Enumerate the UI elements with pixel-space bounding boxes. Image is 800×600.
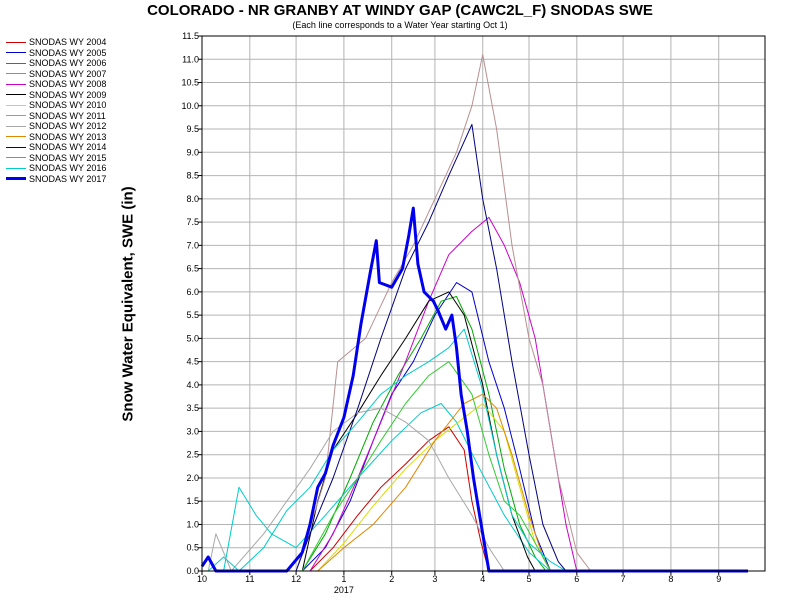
y-tick-label: 9.5 [186, 124, 199, 134]
legend-item: SNODAS WY 2012 [6, 121, 106, 132]
legend-label: SNODAS WY 2007 [29, 68, 107, 79]
legend-item: SNODAS WY 2013 [6, 132, 106, 143]
x-tick-label: 12 [291, 574, 301, 584]
legend-label: SNODAS WY 2013 [29, 131, 107, 142]
legend-item: SNODAS WY 2007 [6, 69, 106, 80]
legend-swatch [6, 73, 26, 75]
y-tick-label: 3.0 [186, 426, 199, 436]
y-tick-label: 4.5 [186, 357, 199, 367]
legend-item: SNODAS WY 2006 [6, 58, 106, 69]
y-tick-label: 0.5 [186, 543, 199, 553]
legend-swatch [6, 94, 26, 96]
x-tick-label: 3 [432, 574, 437, 584]
y-tick-label: 6.0 [186, 287, 199, 297]
y-tick-label: 5.0 [186, 333, 199, 343]
legend-swatch [6, 125, 26, 127]
y-tick-label: 0.0 [186, 566, 199, 576]
series-line-snodas-wy-2006 [301, 296, 547, 572]
y-tick-label: 7.0 [186, 240, 199, 250]
legend-label: SNODAS WY 2015 [29, 152, 107, 163]
legend-label: SNODAS WY 2010 [29, 100, 107, 111]
legend-label: SNODAS WY 2008 [29, 79, 107, 90]
series-line-snodas-wy-2012 [207, 407, 505, 572]
y-tick-label: 7.5 [186, 217, 199, 227]
x-tick-label: 8 [668, 574, 673, 584]
y-tick-label: 8.0 [186, 194, 199, 204]
legend-swatch [6, 167, 26, 169]
chart-subtitle: (Each line corresponds to a Water Year s… [292, 20, 508, 30]
series-line-snodas-wy-2007 [223, 403, 551, 572]
y-tick-label: 9.0 [186, 147, 199, 157]
legend-label: SNODAS WY 2009 [29, 89, 107, 100]
series-line-snodas-wy-2015 [301, 361, 552, 572]
series-line-snodas-wy-2016 [207, 328, 567, 572]
legend-label: SNODAS WY 2005 [29, 47, 107, 58]
x-tick-label: 1 [341, 574, 346, 584]
legend-swatch [6, 115, 26, 117]
legend-item: SNODAS WY 2015 [6, 153, 106, 164]
series-lines [200, 54, 748, 573]
legend-label: SNODAS WY 2006 [29, 58, 107, 69]
series-line-snodas-wy-2005 [301, 282, 552, 572]
y-tick-label: 6.5 [186, 264, 199, 274]
legend-swatch [6, 146, 26, 148]
grid [201, 35, 765, 572]
y-tick-label: 1.0 [186, 519, 199, 529]
legend-label: SNODAS WY 2004 [29, 37, 107, 48]
legend-item: SNODAS WY 2016 [6, 163, 106, 174]
legend-item: SNODAS WY 2008 [6, 79, 106, 90]
legend-swatch [6, 136, 26, 138]
legend-item: SNODAS WY 2017 [6, 174, 106, 185]
axes: 0.0 0.5 1.0 1.5 2.0 2.5 3.0 3.5 4.0 4.5 5.0 5.5 6.0 6… [181, 31, 721, 595]
chart-title: COLORADO - NR GRANBY AT WINDY GAP (CAWC2… [147, 2, 653, 19]
legend: SNODAS WY 2004 SNODAS WY 2005 SNODAS WY 20… [6, 37, 106, 184]
legend-label: SNODAS WY 2011 [29, 110, 106, 121]
legend-swatch [6, 157, 26, 159]
y-tick-label: 2.0 [186, 473, 199, 483]
legend-item: SNODAS WY 2010 [6, 100, 106, 111]
y-tick-label: 10.5 [181, 78, 199, 88]
legend-item: SNODAS WY 2011 [6, 111, 106, 122]
series-line-snodas-wy-2011 [295, 54, 592, 572]
x-tick-label: 9 [716, 574, 721, 584]
legend-swatch [6, 104, 26, 106]
x-tick-label: 7 [621, 574, 626, 584]
x-tick-label: 6 [574, 574, 579, 584]
x-tick-label: 4 [480, 574, 485, 584]
y-tick-label: 11.0 [182, 54, 199, 64]
legend-swatch [6, 62, 26, 64]
y-tick-label: 10.0 [181, 101, 199, 111]
legend-swatch [6, 41, 26, 43]
series-line-snodas-wy-2014 [295, 123, 567, 572]
y-tick-label: 11.5 [182, 31, 199, 41]
x-tick-label: 5 [526, 574, 531, 584]
y-tick-label: 2.5 [186, 450, 199, 460]
x-year-label: 2017 [334, 585, 354, 595]
legend-swatch [6, 177, 26, 181]
legend-item: SNODAS WY 2009 [6, 90, 106, 101]
y-tick-label: 8.5 [186, 171, 199, 181]
legend-item: SNODAS WY 2005 [6, 48, 106, 59]
y-tick-label: 5.5 [186, 310, 199, 320]
y-tick-label: 1.5 [186, 496, 199, 506]
y-tick-label: 3.5 [186, 403, 199, 413]
x-tick-label: 2 [389, 574, 394, 584]
legend-item: SNODAS WY 2004 [6, 37, 106, 48]
series-line-snodas-wy-2017 [200, 206, 748, 573]
legend-label: SNODAS WY 2016 [29, 163, 107, 174]
legend-label: SNODAS WY 2014 [29, 142, 107, 153]
legend-label: SNODAS WY 2012 [29, 121, 107, 132]
plot-frame [201, 35, 766, 572]
legend-item: SNODAS WY 2014 [6, 142, 106, 153]
legend-swatch [6, 83, 26, 85]
legend-label: SNODAS WY 2017 [29, 173, 107, 184]
y-tick-label: 4.0 [186, 380, 199, 390]
x-tick-label: 10 [197, 574, 207, 584]
x-tick-label: 11 [245, 574, 254, 584]
legend-swatch [6, 52, 26, 54]
